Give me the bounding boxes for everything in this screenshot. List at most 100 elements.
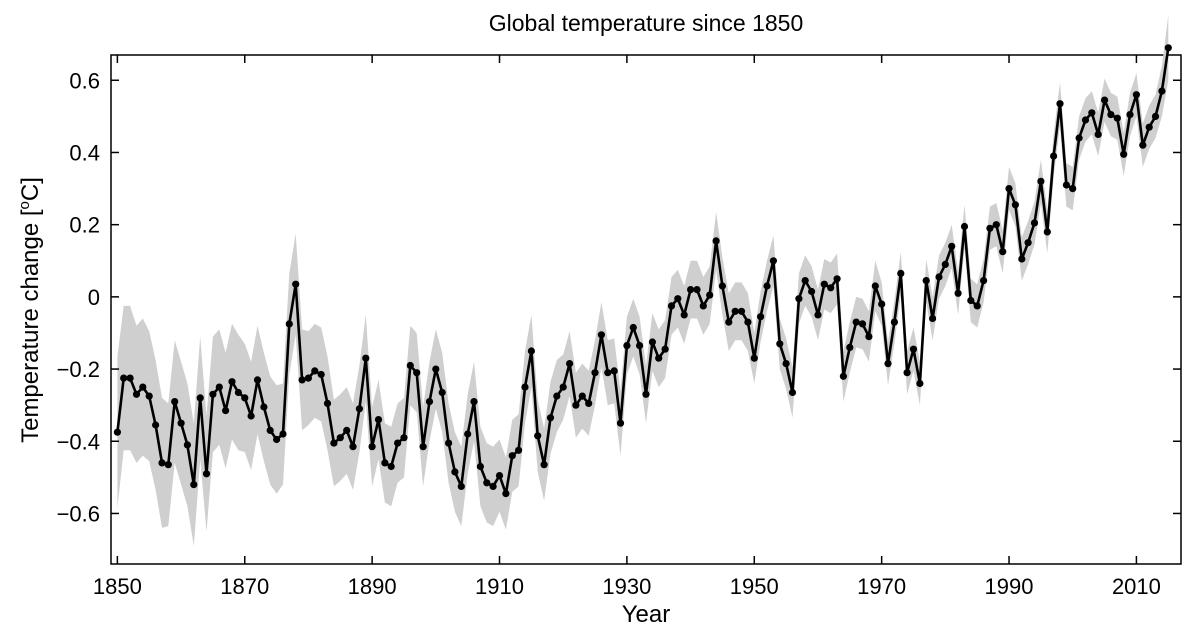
x-tick-label: 1970 xyxy=(857,574,906,599)
data-point xyxy=(731,307,739,315)
data-point xyxy=(737,307,746,315)
x-tick-label: 1930 xyxy=(602,574,651,599)
data-point xyxy=(394,439,402,447)
data-point xyxy=(1107,111,1115,119)
data-point xyxy=(336,434,344,442)
data-point xyxy=(839,372,848,380)
data-point xyxy=(808,287,816,296)
y-tick-label: −0.6 xyxy=(57,501,100,526)
data-point xyxy=(566,360,574,368)
data-point xyxy=(323,399,332,407)
data-point xyxy=(1164,44,1172,52)
y-tick-label: 0 xyxy=(88,285,100,310)
data-point xyxy=(355,405,363,413)
data-point xyxy=(330,439,338,447)
data-point xyxy=(948,242,956,250)
data-point xyxy=(438,388,446,397)
data-point xyxy=(769,257,778,265)
data-point xyxy=(648,338,657,346)
x-axis-ticks: 1850 1870 1890 1910 1930 1950 1970 1990 2010 xyxy=(93,55,1161,599)
x-tick-label: 2010 xyxy=(1112,574,1161,599)
data-point xyxy=(642,390,650,398)
y-tick-label: −0.4 xyxy=(57,429,100,454)
data-point xyxy=(814,311,822,319)
y-tick-label: −0.2 xyxy=(57,357,100,382)
data-point xyxy=(292,280,300,288)
data-point xyxy=(1088,109,1096,117)
data-point xyxy=(406,361,414,370)
data-point xyxy=(381,459,389,467)
data-point xyxy=(712,237,720,245)
data-point xyxy=(616,419,625,427)
data-point xyxy=(1132,91,1140,99)
data-point xyxy=(279,430,287,438)
data-point xyxy=(304,374,312,382)
data-point xyxy=(954,289,962,297)
data-point xyxy=(1018,255,1026,263)
data-point xyxy=(457,482,465,490)
data-point xyxy=(667,302,676,310)
data-point xyxy=(999,248,1007,256)
data-point xyxy=(425,398,434,406)
data-point xyxy=(432,365,440,373)
data-point xyxy=(1056,100,1064,108)
data-point xyxy=(419,443,427,451)
data-point xyxy=(776,340,784,348)
y-axis-title-degree: o xyxy=(16,201,33,209)
data-point xyxy=(706,291,714,299)
data-point xyxy=(177,419,185,427)
data-point xyxy=(795,295,803,303)
data-point xyxy=(527,347,536,355)
data-point xyxy=(833,275,841,283)
data-point xyxy=(260,403,268,411)
data-point xyxy=(992,221,1000,229)
data-point xyxy=(222,407,230,415)
data-point xyxy=(718,282,727,290)
data-point xyxy=(521,383,529,391)
data-point xyxy=(1158,87,1166,95)
data-point xyxy=(183,441,191,449)
x-axis-title: Year xyxy=(622,601,671,628)
data-point xyxy=(495,472,504,480)
data-point xyxy=(196,394,204,402)
x-tick-label: 1890 xyxy=(348,574,397,599)
data-point xyxy=(1113,114,1121,122)
data-point xyxy=(655,354,663,362)
data-point xyxy=(827,284,835,292)
data-point xyxy=(132,390,141,398)
y-axis-ticks: −0.6 −0.4 −0.2 0 0.2 0.4 0.6 xyxy=(57,68,1181,526)
data-point xyxy=(445,439,453,447)
data-point xyxy=(610,367,618,375)
y-axis-title-unit: C] xyxy=(17,177,44,201)
data-point xyxy=(1011,201,1020,209)
data-point xyxy=(623,342,631,350)
data-point xyxy=(1069,185,1077,193)
data-point xyxy=(1151,112,1160,120)
data-point xyxy=(540,461,548,469)
data-point xyxy=(234,388,242,397)
data-point xyxy=(1050,152,1058,160)
data-point xyxy=(343,426,351,434)
data-point xyxy=(317,370,325,379)
data-point xyxy=(464,430,472,438)
data-point xyxy=(1030,219,1039,227)
data-point xyxy=(1062,181,1070,189)
data-point xyxy=(534,432,542,440)
series-line xyxy=(116,47,1170,495)
y-tick-label: 0.2 xyxy=(69,213,100,238)
x-tick-label: 1910 xyxy=(475,574,524,599)
data-point xyxy=(687,286,695,294)
data-point xyxy=(986,224,994,232)
data-point xyxy=(145,392,153,400)
data-point xyxy=(368,443,376,451)
x-tick-label: 1990 xyxy=(985,574,1034,599)
data-point xyxy=(578,392,586,400)
data-point xyxy=(1126,111,1134,119)
data-point xyxy=(546,414,555,422)
data-point xyxy=(113,428,121,436)
data-point xyxy=(298,376,306,384)
data-point xyxy=(916,379,924,388)
data-point xyxy=(311,367,319,375)
data-point xyxy=(699,302,707,310)
